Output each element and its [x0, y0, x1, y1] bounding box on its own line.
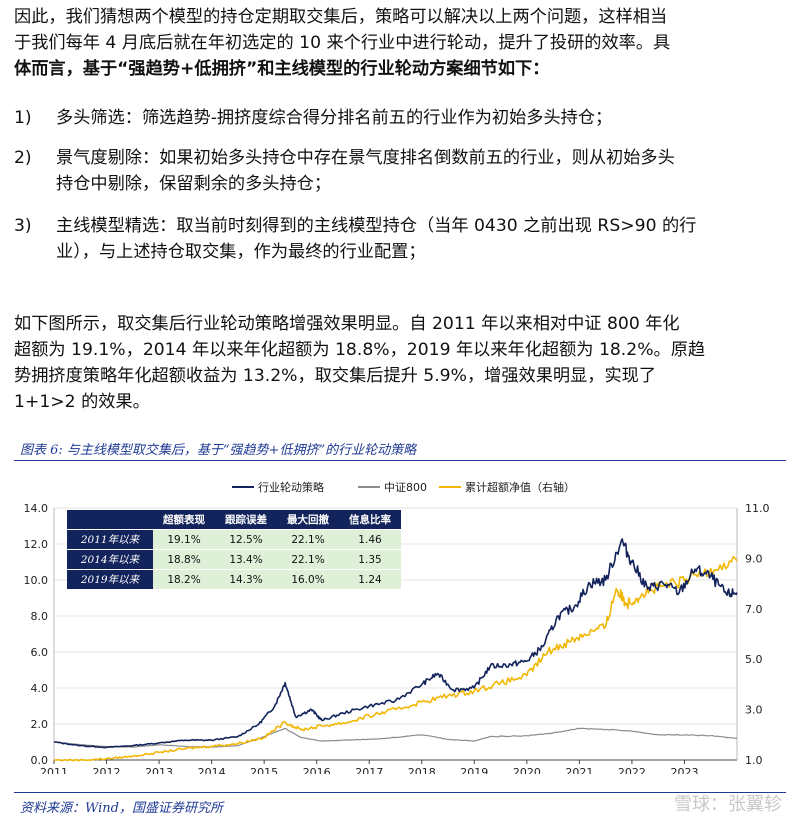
y-right-tick-label: 3.0: [745, 704, 763, 717]
list-item-line: 景气度剔除：如果初始多头持仓中存在景气度排名倒数前五的行业，则从初始多头: [56, 148, 675, 168]
table-cell: 14.3%: [215, 569, 277, 589]
summary-line-4: 1+1>2 的效果。: [14, 392, 150, 412]
watermark: 雪球：张翼轸: [674, 794, 782, 815]
list-item-number: 1): [14, 108, 32, 128]
line-chart: 0.0 2.0 4.0 6.0 8.0 10.0 12.0 14.0 1.0 3.0 5.0 7.0 9…: [24, 480, 770, 774]
table-cell: 12.5%: [215, 529, 277, 550]
x-tick-label: 2021: [565, 766, 593, 774]
table-cell: 19.1%: [153, 529, 215, 550]
y-right-tick-label: 1.0: [745, 754, 763, 767]
table-row: 2019年以来 18.2% 14.3% 16.0% 1.24: [67, 569, 401, 589]
stats-table-header: [67, 510, 153, 530]
list-item-2: 2) 景气度剔除：如果初始多头持仓中存在景气度排名倒数前五的行业，则从初始多头 …: [14, 145, 786, 197]
series-line-1: [53, 727, 738, 748]
table-cell: 1.35: [339, 549, 401, 570]
stats-table-header: 信息比率: [339, 510, 401, 530]
chart-legend: 行业轮动策略 中证800 累计超额净值（右轴）: [232, 480, 575, 494]
y-left-tick-label: 8.0: [31, 610, 49, 623]
y-left-tick-label: 0.0: [31, 754, 49, 767]
x-tick-label: 2016: [303, 766, 331, 774]
table-row-label: 2014年以来: [67, 549, 153, 570]
y-left-tick-label: 12.0: [24, 538, 49, 551]
x-tick-label: 2018: [408, 766, 436, 774]
figure-caption: 图表 6: 与主线模型取交集后，基于“强趋势+低拥挤”的行业轮动策略: [20, 443, 417, 458]
source-rule: [14, 792, 786, 793]
figure-source: 资料来源：Wind，国盛证券研究所: [20, 801, 223, 816]
list-item-1: 1) 多头筛选：筛选趋势-拥挤度综合得分排名前五的行业作为初始多头持仓；: [14, 105, 786, 131]
x-tick-label: 2022: [618, 766, 646, 774]
x-tick-label: 2019: [460, 766, 488, 774]
stats-table-header-row: 超额表现 跟踪误差 最大回撤 信息比率: [67, 510, 401, 530]
table-cell: 22.1%: [277, 529, 339, 550]
chart-axes: 0.0 2.0 4.0 6.0 8.0 10.0 12.0 14.0 1.0 3.0 5.0 7.0 9…: [24, 502, 770, 774]
table-cell: 1.24: [339, 569, 401, 589]
x-tick-label: 2017: [355, 766, 383, 774]
list-item-line: 主线模型精选：取当前时刻得到的主线模型持仓（当年 0430 之前出现 RS>90…: [56, 216, 697, 236]
list-item-line: 业），与上述持仓取交集，作为最终的行业配置；: [56, 242, 426, 262]
table-row-label: 2019年以来: [67, 569, 153, 589]
intro-line-1: 因此，我们猜想两个模型的持仓定期取交集后，策略可以解决以上两个问题，这样相当: [14, 7, 668, 27]
list-item-number: 2): [14, 148, 32, 168]
y-left-tick-label: 10.0: [24, 574, 49, 587]
stats-table-header: 最大回撤: [277, 510, 339, 530]
stats-table-header: 跟踪误差: [215, 510, 277, 530]
table-cell: 13.4%: [215, 549, 277, 570]
x-tick-label: 2013: [145, 766, 173, 774]
table-row: 2014年以来 18.8% 13.4% 22.1% 1.35: [67, 549, 401, 570]
summary-line-3: 势拥挤度策略年化超额收益为 13.2%，取交集后提升 5.9%，增强效果明显，实…: [14, 366, 657, 386]
table-cell: 1.46: [339, 529, 401, 550]
table-row: 2011年以来 19.1% 12.5% 22.1% 1.46: [67, 529, 401, 550]
y-right-tick-label: 7.0: [745, 603, 763, 616]
legend-label: 累计超额净值（右轴）: [465, 480, 575, 494]
table-row-label: 2011年以来: [67, 529, 153, 550]
list-item-line: 持仓中剔除，保留剩余的多头持仓；: [56, 174, 332, 194]
stats-table: 超额表现 跟踪误差 最大回撤 信息比率 2011年以来 19.1% 12.5% …: [67, 510, 401, 589]
y-left-tick-label: 4.0: [31, 682, 49, 695]
x-tick-label: 2015: [250, 766, 278, 774]
y-left-tick-label: 6.0: [31, 646, 49, 659]
y-right-tick-label: 5.0: [745, 653, 763, 666]
list-item-line: 多头筛选：筛选趋势-拥挤度综合得分排名前五的行业作为初始多头持仓；: [56, 108, 613, 128]
list-item-3: 3) 主线模型精选：取当前时刻得到的主线模型持仓（当年 0430 之前出现 RS…: [14, 213, 786, 265]
y-left-tick-label: 14.0: [24, 502, 49, 515]
stats-table-header: 超额表现: [153, 510, 215, 530]
x-tick-label: 2011: [40, 766, 68, 774]
series-line-2: [53, 556, 738, 762]
y-left-tick-label: 2.0: [31, 718, 49, 731]
summary-paragraph: 如下图所示，取交集后行业轮动策略增强效果明显。自 2011 年以来相对中证 80…: [14, 311, 786, 415]
intro-line-2: 于我们每年 4 月底后就在年初选定的 10 来个行业中进行轮动，提升了投研的效率…: [14, 33, 671, 53]
y-right-tick-label: 11.0: [745, 502, 770, 515]
x-tick-label: 2014: [198, 766, 226, 774]
summary-line-2: 超额为 19.1%，2014 年以来年化超额为 18.8%，2019 年以来年化…: [14, 340, 706, 360]
list-item-number: 3): [14, 216, 32, 236]
list-item-text: 多头筛选：筛选趋势-拥挤度综合得分排名前五的行业作为初始多头持仓；: [56, 105, 786, 131]
list-item-text: 主线模型精选：取当前时刻得到的主线模型持仓（当年 0430 之前出现 RS>90…: [56, 213, 786, 265]
series-line-0: [54, 538, 738, 749]
legend-label: 行业轮动策略: [258, 480, 324, 494]
x-tick-label: 2012: [93, 766, 121, 774]
caption-rule: [14, 460, 786, 461]
table-cell: 18.8%: [153, 549, 215, 570]
summary-line-1: 如下图所示，取交集后行业轮动策略增强效果明显。自 2011 年以来相对中证 80…: [14, 314, 680, 334]
y-right-tick-label: 9.0: [745, 552, 763, 565]
table-cell: 16.0%: [277, 569, 339, 589]
intro-paragraph: 因此，我们猜想两个模型的持仓定期取交集后，策略可以解决以上两个问题，这样相当 于…: [14, 4, 786, 82]
legend-label: 中证800: [384, 481, 427, 494]
table-cell: 18.2%: [153, 569, 215, 589]
x-tick-label: 2020: [513, 766, 541, 774]
table-cell: 22.1%: [277, 549, 339, 570]
x-tick-label: 2023: [670, 766, 698, 774]
intro-line-3: 体而言，基于“强趋势+低拥挤”和主线模型的行业轮动方案细节如下：: [14, 59, 550, 79]
list-item-text: 景气度剔除：如果初始多头持仓中存在景气度排名倒数前五的行业，则从初始多头 持仓中…: [56, 145, 786, 197]
chart-series: [53, 538, 738, 762]
